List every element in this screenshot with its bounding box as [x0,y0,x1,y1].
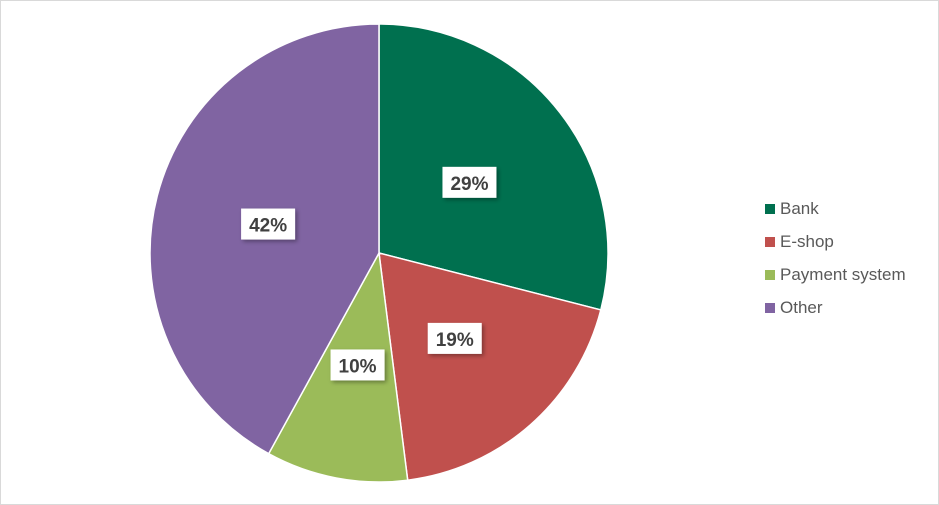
legend-swatch [765,269,775,280]
legend-item: Other [765,291,906,324]
legend: Bank E-shop Payment system Other [765,192,906,324]
data-label-box [330,349,385,381]
pie-slice-e-shop [378,251,602,482]
legend-item: Payment system [765,258,906,291]
data-label-text: 42% [249,216,287,237]
data-label-box [241,208,296,240]
data-label: 19% [427,322,482,354]
data-label-text: 19% [436,330,474,351]
legend-swatch [765,203,775,214]
data-label-text: 29% [450,174,488,195]
data-label: 29% [442,166,497,198]
data-label-box [427,322,482,354]
legend-label: Other [780,297,823,317]
data-label-text: 10% [339,356,377,377]
legend-item: E-shop [765,225,906,258]
legend-swatch [765,302,775,313]
legend-item: Bank [765,192,906,225]
legend-label: E-shop [780,231,834,251]
data-label-box [442,166,497,198]
legend-swatch [765,236,775,247]
data-label: 10% [330,349,385,381]
legend-label: Payment system [780,264,906,284]
data-label: 42% [241,208,296,240]
legend-label: Bank [780,198,819,218]
